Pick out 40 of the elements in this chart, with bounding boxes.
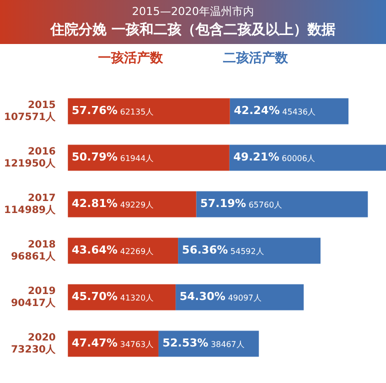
data-label: 45.70% 41320人 xyxy=(72,290,154,304)
data-label: 50.79% 61944人 xyxy=(72,150,154,164)
bar xyxy=(68,98,230,124)
data-label: 57.76% 62135人 xyxy=(72,104,154,118)
data-label: 42.24% 45436人 xyxy=(234,104,316,118)
y-tick-label: 2016 xyxy=(28,146,56,158)
data-label: 42.81% 49229人 xyxy=(72,197,154,210)
data-label: 43.64% 42269人 xyxy=(72,244,154,257)
total-label: 73230人 xyxy=(10,343,57,356)
total-label: 121950人 xyxy=(4,157,57,170)
data-label: 54.30% 49097人 xyxy=(180,290,262,304)
total-label: 107571人 xyxy=(4,110,57,123)
chart-subtitle: 住院分娩 一孩和二孩（包含二孩及以上）数据 xyxy=(49,21,336,39)
bar xyxy=(176,284,304,310)
y-tick-label: 2017 xyxy=(28,192,56,204)
data-label: 52.53% 38467人 xyxy=(162,336,244,350)
bar xyxy=(68,330,158,357)
data-label: 56.36% 54592人 xyxy=(182,244,264,257)
data-label: 47.47% 34763人 xyxy=(72,336,154,350)
total-label: 114989人 xyxy=(4,204,57,216)
text: 二孩活产数 xyxy=(223,50,288,67)
data-label: 57.19% 65760人 xyxy=(200,197,282,210)
bar xyxy=(178,238,321,264)
bar xyxy=(68,284,176,310)
y-tick-label: 2019 xyxy=(28,286,56,297)
chart-title: 2015—2020年温州市内 xyxy=(131,4,255,19)
total-label: 90417人 xyxy=(10,296,57,309)
bar xyxy=(158,330,259,357)
y-tick-label: 2020 xyxy=(28,332,56,344)
data-label: 49.21% 60006人 xyxy=(233,150,316,164)
total-label: 96861人 xyxy=(10,250,57,262)
text: 一孩活产数 xyxy=(98,50,163,67)
bar xyxy=(229,144,386,171)
bar xyxy=(230,98,348,124)
bar xyxy=(68,144,230,171)
bar xyxy=(68,238,178,264)
bar xyxy=(196,191,368,218)
bar xyxy=(68,191,196,218)
y-tick-label: 2015 xyxy=(28,100,56,111)
y-tick-label: 2018 xyxy=(28,239,56,250)
